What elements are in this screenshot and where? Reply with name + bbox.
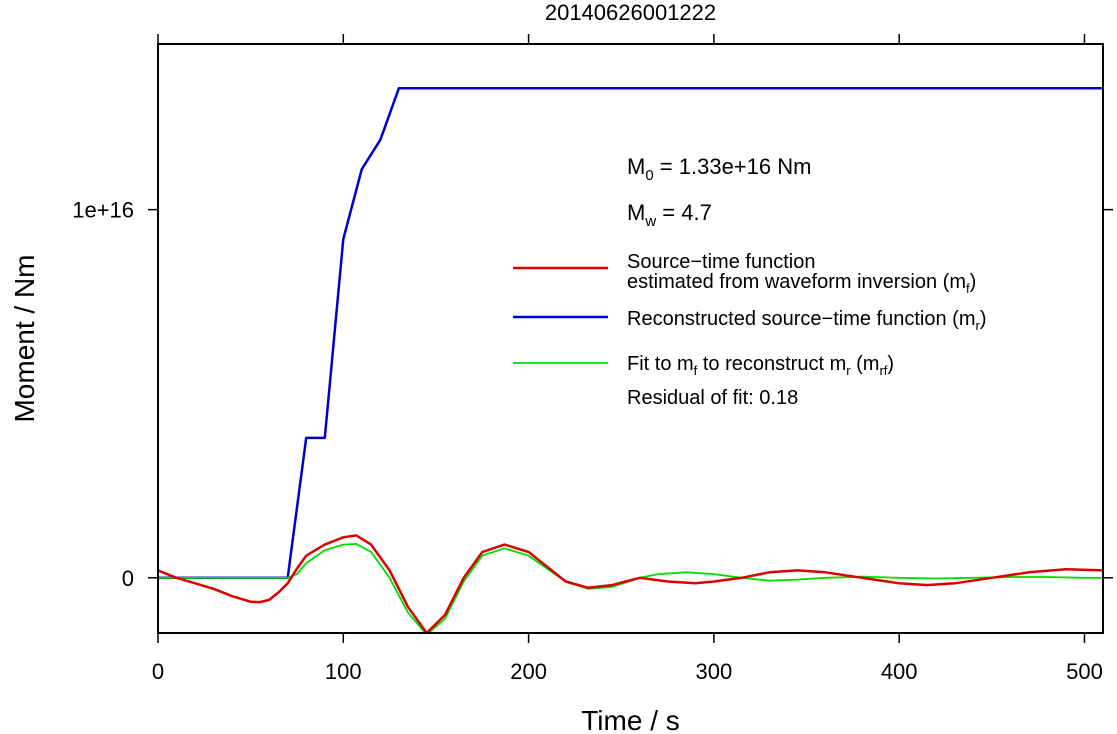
legend-label-mf-line2: estimated from waveform inversion (mf): [627, 271, 976, 296]
y-axis-title: Moment / Nm: [9, 254, 40, 422]
y-tick-label: 0: [122, 566, 134, 591]
x-tick-label: 400: [881, 659, 918, 684]
axes-layer: 0 100 200 300 400 500 0 1e+16 20140626001222 Time…: [9, 0, 1113, 734]
y-tick-label: 1e+16: [72, 198, 134, 223]
chart-title: 20140626001222: [545, 0, 716, 25]
series-line-mf: [158, 534, 1103, 633]
residual-annotation: Residual of fit: 0.18: [627, 387, 798, 409]
legend-layer: M0 = 1.33e+16 Nm Mw = 4.7 Source−time func…: [513, 154, 987, 409]
magnitude-annotation: Mw = 4.7: [627, 200, 712, 230]
x-tick-label: 0: [152, 659, 164, 684]
x-tick-label: 300: [696, 659, 733, 684]
series-line-mrf: [158, 543, 1103, 633]
series-layer: [158, 86, 1103, 633]
plot-frame: [157, 43, 1104, 634]
legend-label-mrf: Fit to mf to reconstruct mr (mrf): [627, 353, 894, 378]
legend-label-mf-line1: Source−time function: [627, 251, 815, 273]
x-tick-label: 500: [1066, 659, 1103, 684]
moment-annotation: M0 = 1.33e+16 Nm: [627, 154, 811, 184]
legend-label-mr: Reconstructed source−time function (mr): [627, 308, 987, 333]
series-line-mr: [158, 86, 1103, 580]
x-tick-label: 100: [325, 659, 362, 684]
x-tick-label: 200: [510, 659, 547, 684]
x-axis-title: Time / s: [581, 705, 680, 734]
